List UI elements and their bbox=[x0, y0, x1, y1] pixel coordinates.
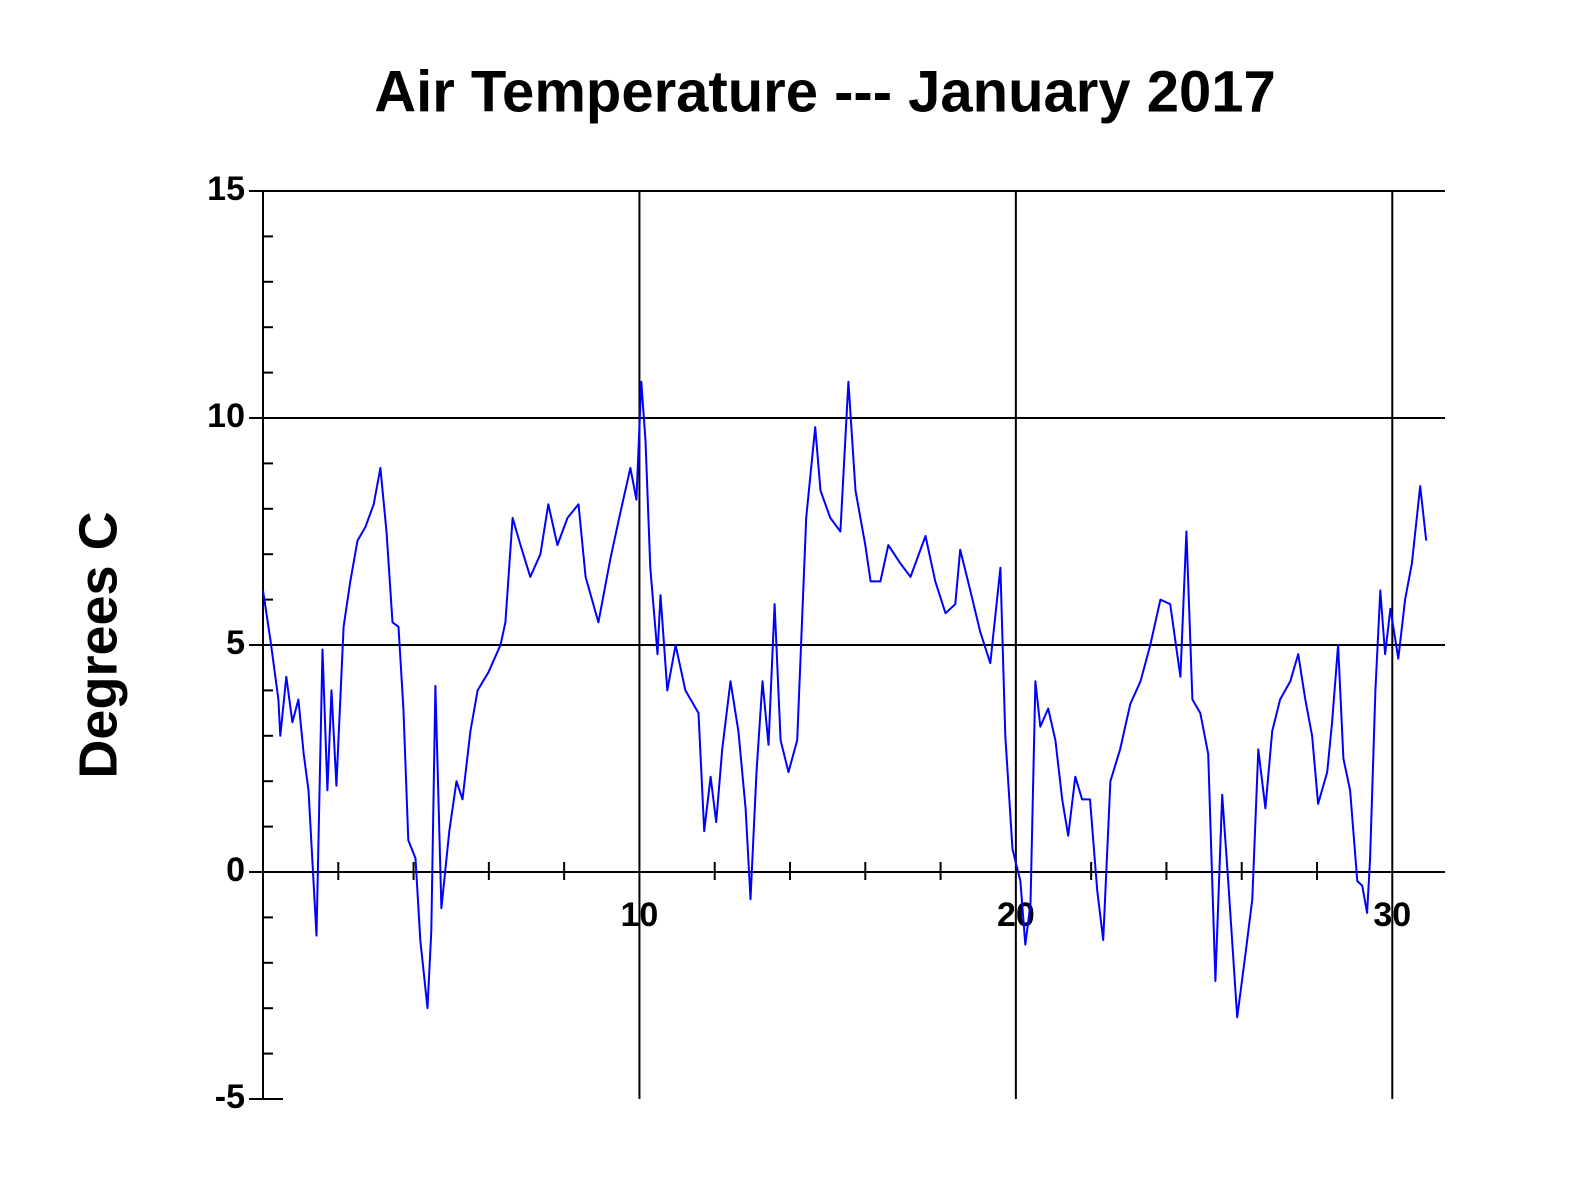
y-tick-label: 0 bbox=[226, 851, 245, 889]
temperature-line bbox=[262, 380, 1428, 1019]
y-tick-label: -5 bbox=[215, 1078, 245, 1116]
y-tick-label: 15 bbox=[207, 170, 245, 208]
y-axis-label: Degrees C bbox=[68, 511, 128, 778]
y-tick-label: 10 bbox=[207, 397, 245, 435]
y-tick-label: 5 bbox=[226, 624, 245, 662]
x-tick-label: 30 bbox=[1373, 896, 1411, 934]
x-tick-label: 10 bbox=[621, 896, 659, 934]
chart-title: Air Temperature --- January 2017 bbox=[374, 59, 1276, 124]
